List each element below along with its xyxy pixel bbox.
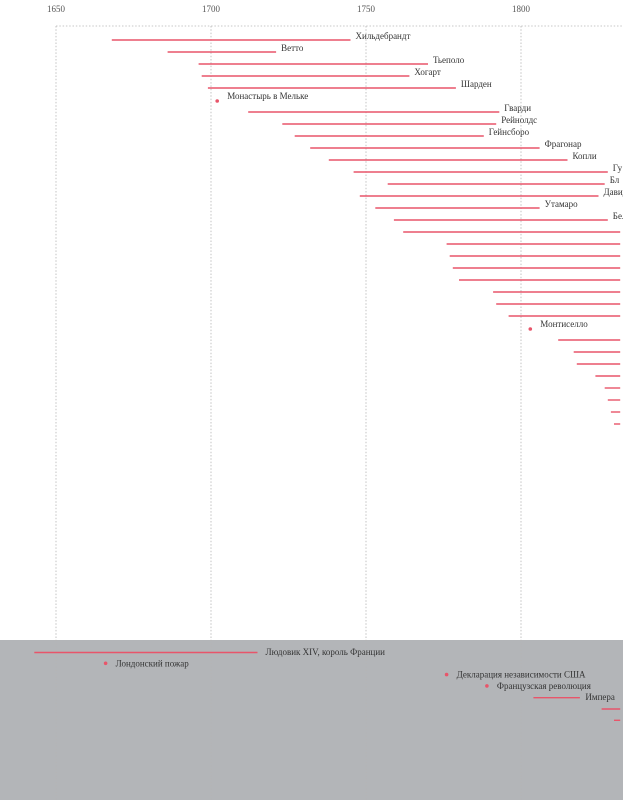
entry-label: Монастырь в Мельке [227,91,308,101]
event-dot [103,661,108,666]
event-label: Людовик XIV, король Франции [266,647,386,657]
event-label: Лондонский пожар [116,658,190,668]
entry-label: Хогарт [414,67,441,77]
entry-label: Хильдебрандт [356,31,411,41]
event-band [0,640,623,800]
tick-label: 1650 [47,4,66,14]
event-label: Декларация независимости США [457,670,586,680]
entry-label: Утамаро [545,199,579,209]
event-label: Импера [585,692,615,702]
entry-label: Давид [604,187,623,197]
event-dot [485,684,489,688]
entry-label: Тьеполо [433,55,465,65]
entry-label: Фрагонар [545,139,582,149]
event-dot [528,327,533,331]
tick-label: 1700 [202,4,221,14]
event-dot [215,99,219,103]
entry-label: Гейнсборо [489,127,530,137]
entry-label: Гу [613,163,623,173]
event-dot [444,672,449,677]
entry-label: Шарден [461,79,492,89]
event-label: Французская революция [497,681,591,691]
tick-label: 1750 [357,4,376,14]
entry-label: Ветто [281,43,304,53]
entry-label: Рейнолдс [501,115,537,125]
entry-label: Копли [573,151,597,161]
entry-label: Гварди [504,103,531,113]
entry-label: Бл [610,175,620,185]
entry-label: Бел [613,211,623,221]
entry-label: Монтиселло [540,319,588,329]
tick-label: 1800 [512,4,531,14]
